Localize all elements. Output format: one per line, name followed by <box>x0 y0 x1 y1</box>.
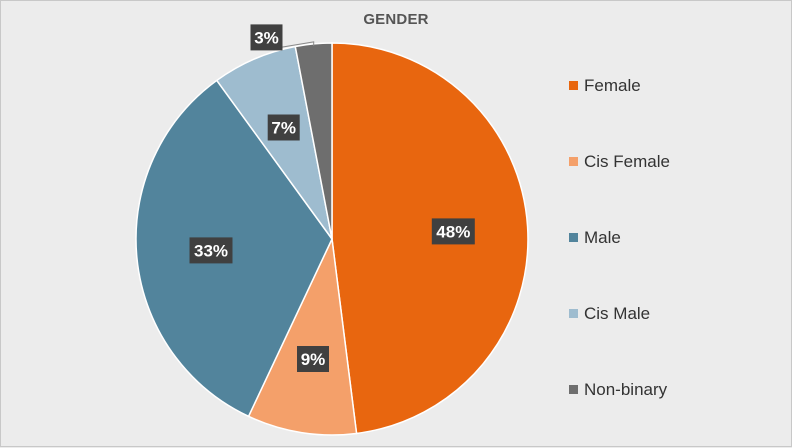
data-label-text-male: 33% <box>194 241 228 260</box>
legend-swatch-cis-female <box>569 157 578 166</box>
data-label-cis-male: 7% <box>267 114 300 141</box>
chart-title: GENDER <box>363 11 429 28</box>
legend: Female Cis Female Male Cis Male Non-bina… <box>569 75 670 401</box>
data-label-box-female <box>431 218 475 245</box>
legend-label-cis-male: Cis Male <box>584 304 651 323</box>
legend-swatch-male <box>569 233 578 242</box>
data-label-text-cis-male: 7% <box>271 119 296 138</box>
data-label-cis-female: 9% <box>297 346 329 372</box>
legend-swatch-cis-male <box>569 309 578 318</box>
legend-label-female: Female <box>584 76 641 95</box>
data-label-box-non-binary <box>250 24 283 51</box>
slice-cis-female <box>247 236 358 436</box>
data-label-text-female: 48% <box>436 222 470 241</box>
slice-male <box>135 79 333 418</box>
data-label-male: 33% <box>189 237 233 264</box>
legend-swatch-non-binary <box>569 385 578 394</box>
legend-swatch-female <box>569 81 578 90</box>
data-label-non-binary: 3% <box>250 24 283 51</box>
legend-item-non-binary: Non-binary <box>569 379 670 401</box>
data-label-box-cis-female <box>297 346 329 372</box>
legend-item-cis-male: Cis Male <box>569 303 670 325</box>
data-label-box-male <box>189 237 233 264</box>
data-label-box-cis-male <box>267 114 300 141</box>
legend-label-cis-female: Cis Female <box>584 152 670 171</box>
slice-female <box>331 42 529 435</box>
data-label-female: 48% <box>431 218 475 245</box>
legend-item-cis-female: Cis Female <box>569 151 670 173</box>
legend-label-male: Male <box>584 228 621 247</box>
leader-line-non-binary <box>280 41 315 48</box>
data-label-text-cis-female: 9% <box>301 350 326 369</box>
legend-item-female: Female <box>569 75 670 97</box>
data-label-text-non-binary: 3% <box>254 28 279 47</box>
legend-label-non-binary: Non-binary <box>584 380 668 399</box>
legend-item-male: Male <box>569 227 670 249</box>
